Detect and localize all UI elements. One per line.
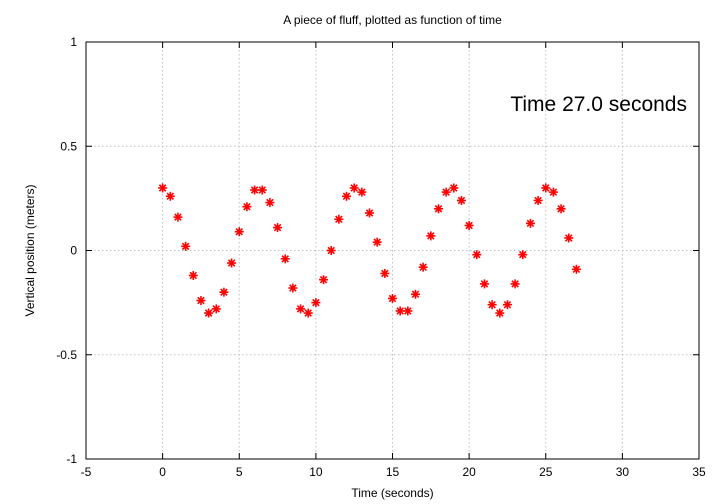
data-point (219, 287, 229, 297)
data-point (410, 289, 420, 299)
data-point (196, 296, 206, 306)
data-point (571, 264, 581, 274)
data-point (518, 250, 528, 260)
x-tick-label: 20 (462, 465, 476, 479)
data-point (242, 202, 252, 212)
data-point (257, 185, 267, 195)
y-tick-label: 0 (70, 244, 77, 258)
data-point (365, 208, 375, 218)
y-axis-label: Vertical position (meters) (23, 184, 37, 316)
y-tick-label: 1 (70, 35, 77, 49)
data-point (456, 195, 466, 205)
x-tick-label: -5 (81, 465, 92, 479)
tick-labels: -5 0 5 10 15 20 25 30 35 -1 -0.5 0 0.5 1 (56, 35, 706, 479)
data-point (441, 187, 451, 197)
data-point (426, 231, 436, 241)
x-tick-label: 10 (309, 465, 323, 479)
data-point (303, 308, 313, 318)
data-point (380, 268, 390, 278)
data-point (418, 262, 428, 272)
time-annotation: Time 27.0 seconds (510, 93, 687, 116)
data-point (342, 191, 352, 201)
data-point (433, 204, 443, 214)
chart-title: A piece of fluff, plotted as function of… (283, 13, 502, 27)
data-point (556, 204, 566, 214)
data-point (319, 275, 329, 285)
data-point (311, 298, 321, 308)
x-tick-label: 15 (386, 465, 400, 479)
data-point (487, 300, 497, 310)
data-point (548, 187, 558, 197)
data-point (334, 214, 344, 224)
data-point (472, 250, 482, 260)
data-point (280, 254, 290, 264)
plot-frame (85, 41, 700, 460)
data-point (181, 241, 191, 251)
x-tick-label: 25 (539, 465, 553, 479)
data-point (326, 246, 336, 255)
data-point (449, 183, 459, 193)
data-point (495, 308, 505, 318)
y-tick-label: -1 (66, 452, 77, 466)
data-points (158, 183, 581, 318)
data-point (525, 218, 535, 228)
data-point (227, 258, 237, 268)
data-point (403, 306, 413, 316)
data-point (349, 183, 359, 193)
data-point (372, 237, 382, 247)
data-point (510, 279, 520, 289)
data-point (288, 283, 298, 293)
data-point (357, 187, 367, 197)
data-point (173, 212, 183, 222)
data-point (273, 223, 283, 233)
data-point (564, 233, 574, 243)
data-point (234, 227, 244, 237)
grid-lines (86, 42, 699, 459)
y-tick-label: 0.5 (60, 139, 77, 153)
data-point (188, 271, 198, 281)
data-point (395, 306, 405, 316)
x-tick-label: 30 (616, 465, 630, 479)
x-tick-label: 5 (236, 465, 243, 479)
data-point (158, 183, 168, 193)
data-point (502, 300, 512, 310)
x-tick-label: 35 (692, 465, 706, 479)
data-point (541, 183, 551, 193)
data-point (296, 304, 306, 314)
data-point (204, 308, 214, 318)
data-point (464, 220, 474, 230)
y-tick-label: -0.5 (56, 348, 77, 362)
data-point (250, 185, 260, 195)
data-point (165, 191, 175, 201)
data-point (533, 195, 543, 205)
x-axis-label: Time (seconds) (351, 486, 433, 500)
data-point (479, 279, 489, 289)
data-point (211, 304, 221, 314)
data-point (388, 293, 397, 303)
x-tick-label: 0 (159, 465, 166, 479)
data-point (265, 198, 275, 208)
